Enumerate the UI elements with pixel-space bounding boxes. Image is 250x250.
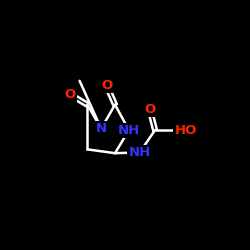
Text: N: N xyxy=(96,122,107,135)
Text: NH: NH xyxy=(118,124,140,136)
Text: O: O xyxy=(144,103,155,116)
Text: O: O xyxy=(101,79,112,92)
Text: O: O xyxy=(65,88,76,101)
Text: NH: NH xyxy=(128,146,151,159)
Text: HO: HO xyxy=(174,124,197,136)
